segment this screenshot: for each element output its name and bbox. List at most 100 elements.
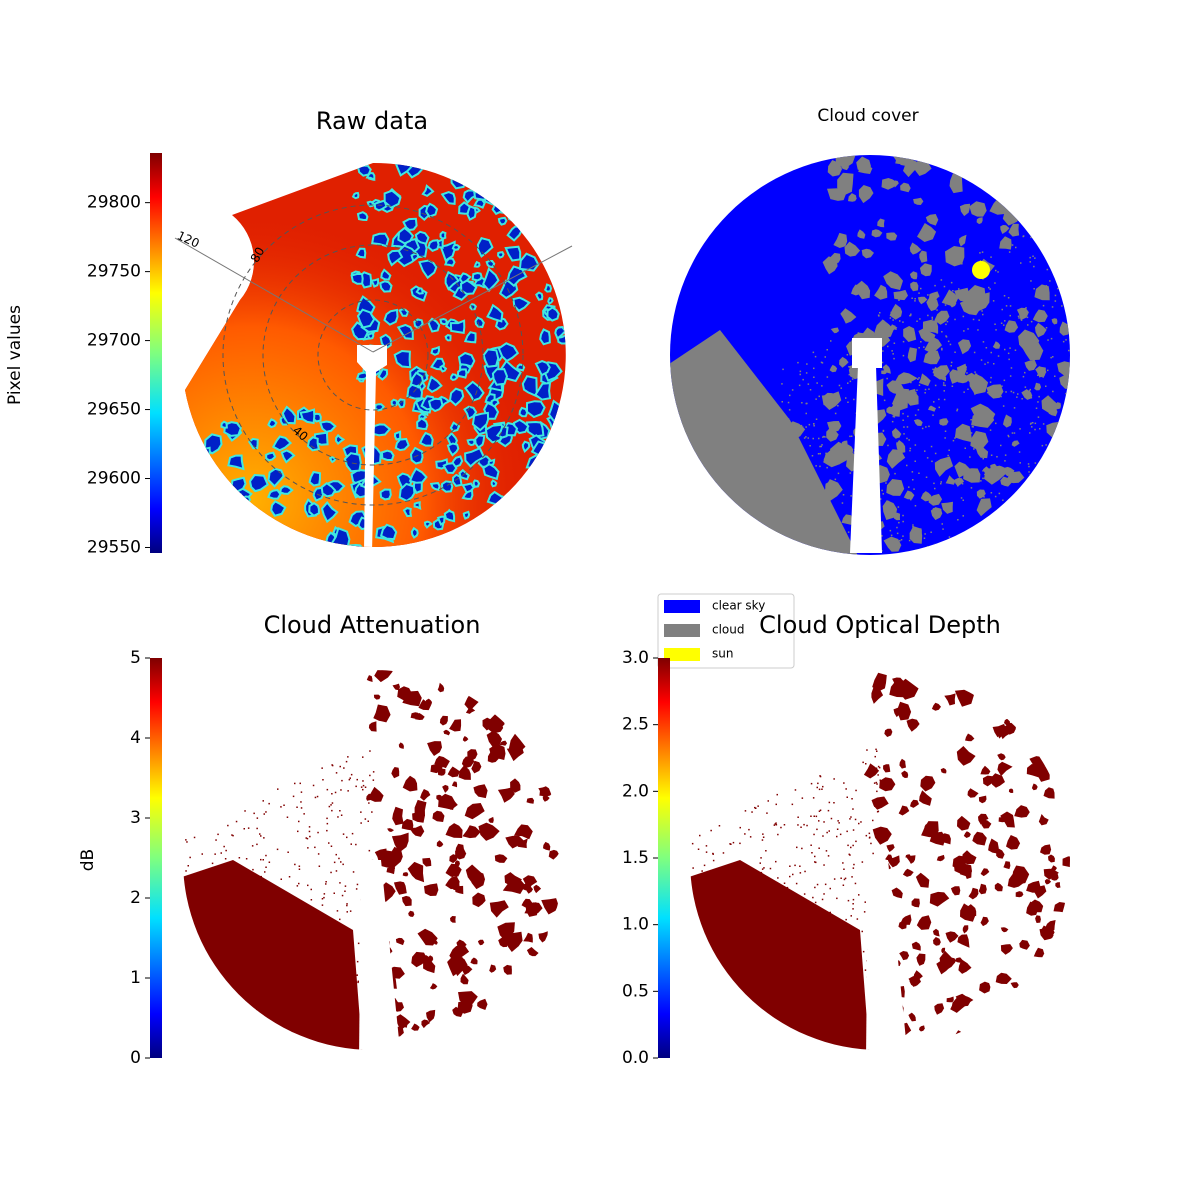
speckle [194, 919, 196, 921]
speckle [830, 817, 833, 820]
speckle [917, 409, 920, 411]
cloud-blob [319, 420, 337, 433]
cloud-blob [976, 217, 983, 225]
cloud-blob [351, 191, 360, 200]
cloud-blob [421, 1019, 431, 1029]
cloud-blob [429, 983, 438, 990]
speckle [742, 892, 744, 894]
cloud-blob [347, 543, 366, 547]
cloud-blob [882, 500, 898, 520]
cloud-blob [539, 786, 554, 797]
polar-ring [317, 299, 429, 411]
cloud-blob [452, 1006, 464, 1017]
cloud-blob [444, 334, 452, 342]
cloud-blob [197, 446, 211, 461]
cloud-blob [308, 502, 320, 517]
speckle [274, 894, 276, 896]
speckle [1050, 337, 1053, 340]
speckle [310, 973, 313, 975]
speckle [827, 809, 830, 812]
speckle [260, 875, 262, 878]
speckle [979, 260, 982, 262]
cloud-blob [387, 828, 394, 832]
speckle [934, 543, 936, 546]
speckle [804, 473, 806, 475]
speckle [713, 465, 716, 467]
speckle [235, 820, 238, 823]
speckle [300, 955, 303, 958]
speckle [934, 452, 937, 455]
cloud-blob [992, 723, 1007, 738]
cloud-blob [422, 857, 432, 867]
speckle [914, 444, 917, 446]
speckle [1041, 444, 1044, 447]
speckle [735, 883, 737, 885]
speckle [852, 867, 855, 869]
speckle [771, 492, 773, 495]
polar-label: 80 [248, 245, 268, 265]
speckle [774, 823, 776, 825]
speckle [774, 487, 776, 490]
speckle [743, 929, 745, 932]
speckle [1024, 386, 1027, 388]
cloud-blob [429, 482, 441, 491]
speckle [1019, 462, 1021, 464]
colorbar-tick-label: 1 [130, 968, 141, 988]
cloud-blob [954, 423, 973, 443]
speckle [711, 910, 713, 913]
speckle [801, 957, 803, 959]
cloud-blob [970, 386, 981, 396]
speckle [331, 802, 334, 804]
speckle [362, 780, 364, 782]
cloud-blob [777, 417, 790, 429]
speckle [330, 871, 332, 874]
speckle [818, 820, 820, 822]
speckle [791, 389, 794, 391]
speckle [823, 435, 825, 438]
colorbar [150, 658, 162, 1058]
speckle [295, 983, 297, 985]
speckle [735, 464, 738, 467]
speckle [926, 457, 929, 459]
cloud-blob [437, 682, 445, 693]
speckle [1004, 454, 1007, 456]
speckle [696, 908, 699, 910]
speckle [882, 430, 885, 432]
cloud-blob [910, 281, 919, 292]
speckle [754, 806, 756, 809]
speckle [775, 822, 777, 824]
cloud-blob [448, 879, 460, 892]
cloud-blob [538, 931, 548, 943]
speckle [911, 471, 914, 473]
speckle [998, 492, 1001, 495]
speckle [806, 824, 808, 827]
speckle [297, 830, 299, 833]
speckle [798, 1029, 800, 1031]
speckle [336, 1021, 338, 1023]
speckle [236, 945, 239, 947]
cloud-blob [1004, 718, 1010, 726]
speckle [701, 870, 703, 872]
speckle [992, 300, 995, 302]
speckle [786, 886, 789, 889]
speckle [985, 347, 988, 349]
speckle [805, 436, 807, 438]
speckle [231, 920, 233, 923]
speckle [250, 881, 252, 884]
cloud-blob [279, 485, 294, 495]
cloud-blob [271, 435, 293, 452]
cloud-blob [526, 797, 534, 804]
speckle [916, 389, 918, 391]
speckle [721, 461, 723, 464]
speckle [348, 1029, 350, 1031]
speckle [902, 520, 904, 523]
speckle [787, 940, 789, 942]
speckle [913, 488, 915, 490]
speckle [305, 920, 308, 922]
cloud-blob [1014, 805, 1030, 818]
speckle [242, 958, 244, 961]
cloud-blob [900, 182, 911, 193]
cloud-blob [490, 717, 499, 726]
speckle [306, 837, 309, 840]
speckle [1028, 465, 1030, 468]
